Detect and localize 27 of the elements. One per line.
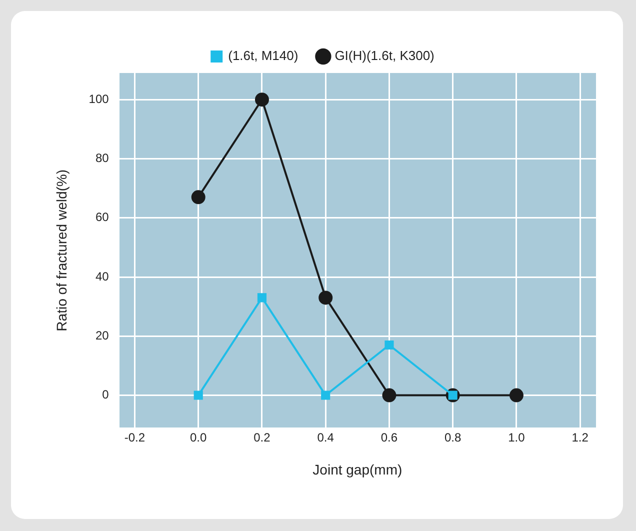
legend-label: GI(H)(1.6t, K300)	[334, 48, 434, 64]
y-tick-label: 60	[95, 210, 110, 224]
legend-label: (1.6t, M140)	[228, 48, 298, 64]
x-tick-label: -0.2	[124, 430, 146, 444]
y-tick-label: 0	[102, 388, 110, 402]
y-tick-label: 100	[88, 92, 110, 106]
point	[509, 388, 524, 402]
y-tick-label: 40	[95, 269, 110, 284]
x-tick-label: 0.0	[190, 430, 208, 444]
point	[254, 92, 269, 107]
y-tick-label: 80	[95, 151, 110, 166]
x-tick-label: 0.4	[317, 430, 334, 444]
point	[318, 290, 333, 305]
x-tick-label: 0.8	[444, 430, 462, 444]
point	[382, 388, 396, 402]
y-axis-title: Ratio of fractured weld(%)	[53, 169, 70, 332]
point	[257, 293, 267, 302]
point	[321, 390, 330, 400]
x-tick-label: 1.2	[572, 430, 589, 444]
point	[191, 190, 206, 204]
point	[194, 390, 203, 400]
x-tick-label: 0.6	[380, 430, 398, 444]
point	[384, 340, 394, 350]
x-axis-title: Joint gap(mm)	[312, 461, 402, 478]
y-tick-label: 20	[95, 328, 110, 342]
x-tick-label: 1.0	[508, 430, 526, 444]
x-tick-label: 0.2	[254, 430, 271, 444]
